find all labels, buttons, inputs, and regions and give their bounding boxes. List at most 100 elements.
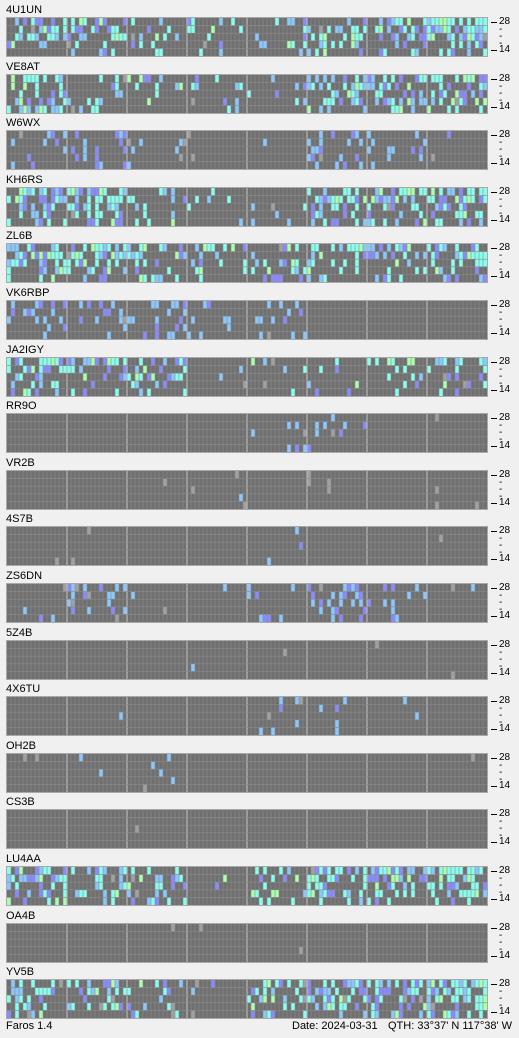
signal-cell bbox=[103, 267, 107, 275]
signal-cell bbox=[315, 867, 319, 875]
signal-cell bbox=[355, 267, 359, 275]
signal-cell bbox=[47, 323, 51, 332]
signal-cell bbox=[467, 1010, 471, 1019]
signal-cell bbox=[179, 980, 183, 988]
signal-cell bbox=[75, 584, 79, 592]
signal-cell bbox=[427, 882, 431, 890]
signal-cell bbox=[175, 146, 179, 154]
signal-cell bbox=[391, 18, 395, 26]
signal-cell bbox=[423, 138, 427, 147]
signal-cell bbox=[19, 980, 23, 988]
signal-cell bbox=[411, 882, 415, 890]
signal-cell bbox=[39, 995, 43, 1003]
signal-cell bbox=[475, 33, 479, 41]
signal-cell bbox=[79, 316, 83, 324]
signal-cell bbox=[379, 48, 383, 56]
signal-cell bbox=[263, 995, 267, 1003]
signal-cell bbox=[335, 719, 339, 728]
signal-cell bbox=[27, 33, 31, 41]
signal-cell bbox=[411, 202, 415, 211]
signal-cell bbox=[123, 33, 127, 41]
signal-cell bbox=[443, 25, 447, 34]
signal-cell bbox=[363, 606, 367, 615]
signal-cell bbox=[7, 195, 11, 203]
signal-cell bbox=[351, 25, 355, 34]
signal-cell bbox=[291, 897, 295, 905]
scale-tick bbox=[491, 899, 497, 900]
signal-cell bbox=[407, 591, 411, 600]
signal-cell bbox=[207, 301, 211, 309]
signal-cell bbox=[403, 889, 407, 898]
signal-cell bbox=[347, 138, 351, 147]
signal-cell bbox=[279, 614, 283, 622]
signal-cell bbox=[411, 980, 415, 988]
scale-tick bbox=[491, 191, 497, 193]
signal-cell bbox=[99, 48, 103, 56]
signal-cell bbox=[379, 89, 383, 98]
signal-cell bbox=[275, 274, 279, 283]
signal-cell bbox=[215, 882, 219, 890]
signal-cell bbox=[51, 614, 55, 622]
signal-cell bbox=[363, 195, 367, 203]
signal-cell bbox=[83, 889, 87, 898]
signal-cell bbox=[11, 259, 15, 268]
signal-cell bbox=[471, 882, 475, 890]
signal-cell bbox=[455, 89, 459, 98]
signal-cell bbox=[483, 74, 487, 83]
signal-cell bbox=[415, 987, 419, 996]
signal-cell bbox=[431, 25, 435, 34]
signal-cell bbox=[123, 251, 127, 260]
signal-cell bbox=[99, 210, 103, 219]
signal-cell bbox=[67, 980, 71, 988]
signal-cell bbox=[99, 874, 103, 883]
signal-cell bbox=[375, 25, 379, 34]
signal-cell bbox=[423, 74, 427, 83]
signal-cell bbox=[463, 251, 467, 260]
signal-cell bbox=[191, 987, 195, 996]
signal-cell bbox=[187, 18, 191, 26]
signal-cell bbox=[435, 18, 439, 26]
signal-cell bbox=[259, 614, 263, 622]
signal-cell bbox=[115, 251, 119, 260]
signal-cell bbox=[419, 210, 423, 219]
signal-cell bbox=[35, 82, 39, 90]
signal-cell bbox=[91, 267, 95, 275]
signal-cell bbox=[291, 267, 295, 275]
signal-cell bbox=[431, 987, 435, 996]
propagation-heatmap bbox=[7, 527, 487, 566]
signal-cell bbox=[87, 357, 91, 366]
signal-cell bbox=[59, 874, 63, 883]
signal-cell bbox=[87, 987, 91, 996]
signal-cell bbox=[223, 244, 227, 252]
signal-cell bbox=[119, 138, 123, 147]
signal-cell bbox=[343, 33, 347, 41]
signal-cell bbox=[115, 218, 119, 226]
signal-cell bbox=[35, 301, 39, 309]
signal-cell bbox=[95, 202, 99, 211]
band-tick: - bbox=[499, 1000, 503, 1012]
signal-cell bbox=[27, 1010, 31, 1019]
signal-cell bbox=[459, 202, 463, 211]
signal-cell bbox=[359, 82, 363, 90]
signal-cell bbox=[351, 82, 355, 90]
propagation-heatmap bbox=[7, 187, 487, 226]
signal-cell bbox=[107, 591, 111, 600]
band-14-label: 14 bbox=[499, 327, 511, 338]
signal-cell bbox=[431, 195, 435, 203]
signal-cell bbox=[483, 48, 487, 56]
signal-cell bbox=[403, 882, 407, 890]
band-28-label: 28 bbox=[499, 582, 511, 593]
signal-cell bbox=[299, 542, 303, 551]
signal-cell bbox=[299, 274, 303, 283]
band-14-label: 14 bbox=[499, 44, 511, 55]
signal-cell bbox=[107, 259, 111, 268]
signal-cell bbox=[279, 259, 283, 268]
signal-cell bbox=[95, 867, 99, 875]
signal-cell bbox=[143, 365, 147, 373]
signal-cell bbox=[135, 365, 139, 373]
signal-cell bbox=[79, 301, 83, 309]
signal-cell bbox=[79, 33, 83, 41]
signal-cell bbox=[99, 768, 103, 777]
signal-cell bbox=[15, 889, 19, 898]
signal-cell bbox=[35, 372, 39, 381]
